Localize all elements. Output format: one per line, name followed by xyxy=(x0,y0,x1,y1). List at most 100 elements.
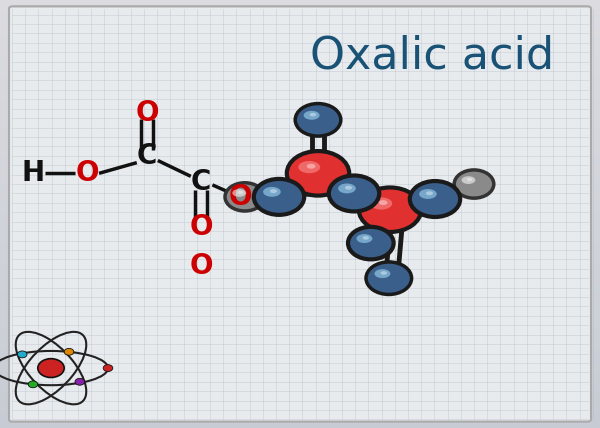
Bar xyxy=(0,321,600,328)
Circle shape xyxy=(17,351,27,358)
Text: O: O xyxy=(189,213,213,241)
Ellipse shape xyxy=(419,189,437,199)
Ellipse shape xyxy=(374,269,391,278)
Bar xyxy=(0,193,600,200)
Bar xyxy=(0,378,600,385)
Text: O: O xyxy=(75,159,99,187)
Bar xyxy=(0,243,600,250)
Circle shape xyxy=(254,179,304,215)
Bar xyxy=(0,207,600,214)
Bar xyxy=(0,78,600,86)
Bar xyxy=(0,328,600,335)
Bar xyxy=(0,100,600,107)
Bar xyxy=(0,29,600,36)
Bar xyxy=(0,214,600,221)
Ellipse shape xyxy=(338,184,356,193)
Circle shape xyxy=(366,262,412,294)
Bar xyxy=(0,0,600,7)
Circle shape xyxy=(75,378,85,385)
Ellipse shape xyxy=(370,197,392,210)
Circle shape xyxy=(454,170,494,198)
Bar xyxy=(0,350,600,357)
Ellipse shape xyxy=(263,187,281,197)
Ellipse shape xyxy=(356,234,373,243)
Circle shape xyxy=(287,151,349,196)
Ellipse shape xyxy=(467,178,472,181)
Text: H: H xyxy=(271,183,293,211)
Bar xyxy=(0,357,600,364)
Text: H: H xyxy=(22,159,44,187)
Bar xyxy=(0,342,600,350)
Bar xyxy=(0,292,600,300)
Bar xyxy=(0,399,600,407)
Bar xyxy=(0,300,600,307)
Bar xyxy=(0,36,600,43)
Bar xyxy=(0,314,600,321)
Ellipse shape xyxy=(380,271,387,275)
Bar xyxy=(0,57,600,64)
Bar xyxy=(0,385,600,392)
Ellipse shape xyxy=(426,191,433,195)
Bar xyxy=(0,14,600,21)
Ellipse shape xyxy=(238,191,243,194)
Bar xyxy=(0,107,600,114)
Circle shape xyxy=(28,381,38,388)
Bar xyxy=(0,371,600,378)
Bar xyxy=(0,143,600,150)
Bar xyxy=(0,43,600,50)
Bar xyxy=(0,128,600,136)
Bar xyxy=(0,114,600,121)
Bar xyxy=(0,185,600,193)
Circle shape xyxy=(295,104,341,136)
Circle shape xyxy=(348,227,394,259)
Bar xyxy=(0,307,600,314)
Ellipse shape xyxy=(379,200,388,205)
Ellipse shape xyxy=(461,176,475,184)
Bar xyxy=(0,71,600,78)
Bar xyxy=(0,164,600,171)
Bar xyxy=(0,392,600,399)
Bar xyxy=(0,121,600,128)
Ellipse shape xyxy=(307,164,316,169)
Bar xyxy=(0,178,600,185)
Circle shape xyxy=(359,187,421,232)
Bar xyxy=(0,335,600,342)
Ellipse shape xyxy=(304,111,320,120)
Bar xyxy=(0,264,600,271)
Circle shape xyxy=(38,359,64,377)
Ellipse shape xyxy=(310,113,316,116)
Text: O: O xyxy=(135,99,159,128)
Text: O: O xyxy=(228,183,252,211)
Circle shape xyxy=(329,175,379,211)
Circle shape xyxy=(410,181,460,217)
Bar xyxy=(0,257,600,264)
Bar xyxy=(0,86,600,93)
Bar xyxy=(0,7,600,14)
Bar xyxy=(0,50,600,57)
Bar xyxy=(0,421,600,428)
Bar xyxy=(0,136,600,143)
Ellipse shape xyxy=(362,236,369,240)
Circle shape xyxy=(64,348,74,355)
Bar xyxy=(0,150,600,157)
FancyBboxPatch shape xyxy=(9,6,591,422)
Circle shape xyxy=(225,183,265,211)
Bar xyxy=(0,235,600,243)
Bar xyxy=(0,157,600,164)
Circle shape xyxy=(103,365,113,372)
Bar xyxy=(0,200,600,207)
Bar xyxy=(0,407,600,414)
Ellipse shape xyxy=(270,189,277,193)
Bar xyxy=(0,171,600,178)
Bar xyxy=(0,64,600,71)
Ellipse shape xyxy=(345,186,352,190)
Text: Oxalic acid: Oxalic acid xyxy=(310,34,554,77)
Bar xyxy=(0,271,600,278)
Bar xyxy=(0,93,600,100)
Bar xyxy=(0,250,600,257)
Bar xyxy=(0,364,600,371)
Ellipse shape xyxy=(298,161,320,173)
Bar xyxy=(0,278,600,285)
Text: C: C xyxy=(137,142,157,170)
Bar xyxy=(0,285,600,292)
